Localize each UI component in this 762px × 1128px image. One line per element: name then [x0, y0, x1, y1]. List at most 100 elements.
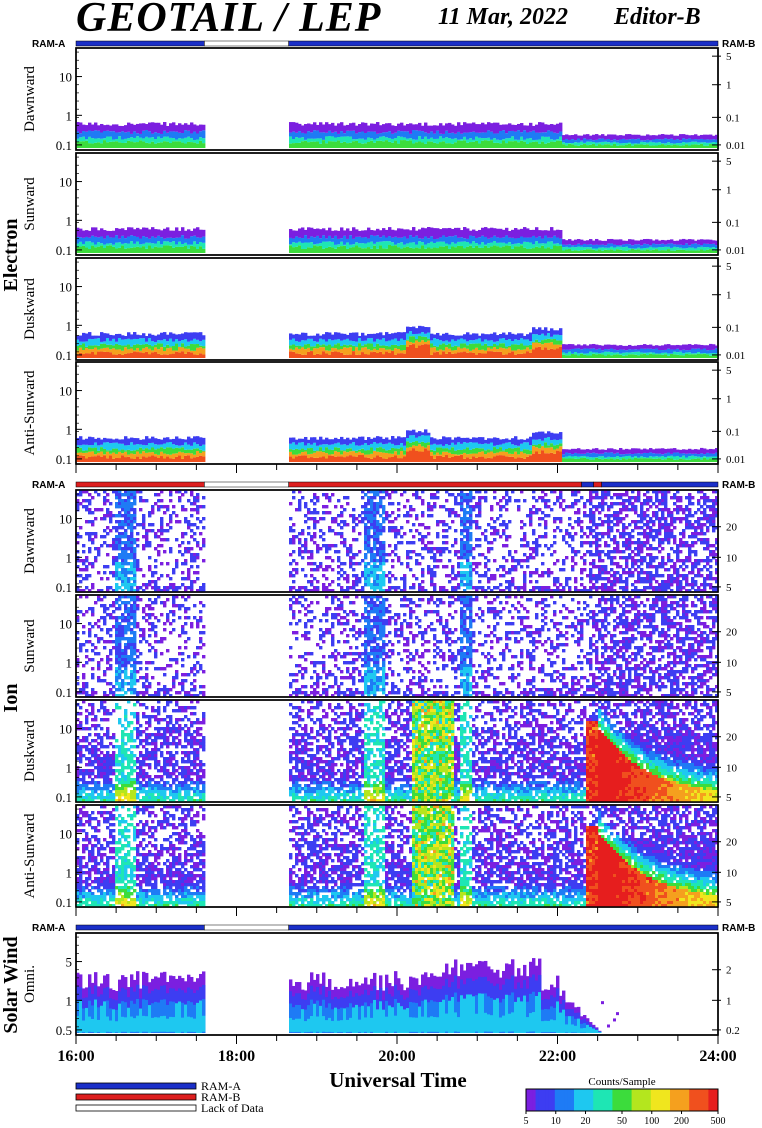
spectrogram-cell: [355, 452, 359, 457]
spectrogram-cell: [628, 455, 632, 459]
spectrogram-cell: [184, 346, 188, 349]
panel-border: [75, 152, 719, 256]
spectrogram-cell: [331, 544, 335, 548]
spectrogram-cell: [622, 240, 626, 245]
spectrogram-cell: [523, 125, 527, 131]
spectrogram-cell: [127, 577, 131, 581]
spectrogram-cell: [298, 508, 302, 512]
spectrogram-cell: [157, 122, 161, 134]
spectrogram-cell: [184, 586, 188, 590]
spectrogram-cell: [400, 350, 404, 354]
spectrogram-cell: [634, 143, 638, 145]
spectrogram-cell: [484, 140, 488, 148]
spectrogram-cell: [571, 454, 575, 457]
panel-label: Dawnward: [22, 66, 38, 132]
spectrogram-cell: [202, 354, 206, 358]
spectrogram-cell: [460, 454, 464, 456]
spectrogram-cell: [547, 142, 551, 148]
spectrogram-cell: [328, 589, 332, 593]
spectrogram-cell: [457, 514, 461, 518]
spectrogram-cell: [640, 456, 644, 459]
spectrogram-cell: [442, 138, 446, 142]
spectrogram-cell: [478, 335, 482, 339]
spectrogram-cell: [439, 123, 443, 134]
spectrogram-cell: [427, 327, 431, 333]
spectrogram-cell: [496, 122, 500, 134]
spectrogram-cell: [565, 244, 569, 247]
spectrogram-cell: [391, 447, 395, 454]
spectrogram-cell: [160, 532, 164, 536]
spectrogram-cell: [310, 574, 314, 578]
spectrogram-cell: [550, 124, 554, 132]
spectrogram-cell: [478, 499, 482, 503]
spectrogram-cell: [673, 456, 677, 460]
spectrogram-cell: [586, 145, 590, 148]
spectrogram-cell: [706, 142, 710, 146]
spectrogram-cell: [298, 547, 302, 551]
spectrogram-cell: [574, 247, 578, 251]
spectrogram-cell: [316, 544, 320, 548]
spectrogram-cell: [301, 242, 305, 249]
spectrogram-cell: [157, 586, 161, 590]
spectrogram-cell: [460, 562, 464, 566]
spectrogram-cell: [478, 244, 482, 248]
spectrogram-cell: [442, 589, 446, 593]
spectrogram-cell: [316, 246, 320, 253]
spectrogram-cell: [547, 237, 551, 242]
spectrogram-cell: [388, 589, 392, 593]
spectrogram-cell: [160, 237, 164, 245]
spectrogram-cell: [94, 138, 98, 143]
spectrogram-cell: [460, 556, 464, 560]
spectrogram-cell: [433, 547, 437, 551]
spectrogram-cell: [601, 453, 605, 457]
spectrogram-cell: [490, 348, 494, 352]
spectrogram-cell: [91, 227, 95, 236]
spectrogram-cell: [529, 332, 533, 342]
spectrogram-cell: [433, 352, 437, 358]
spectrogram-cell: [688, 239, 692, 246]
spectrogram-cell: [619, 239, 623, 246]
spectrogram-cell: [694, 348, 698, 354]
spectrogram-cell: [607, 243, 611, 248]
spectrogram-cell: [187, 130, 191, 137]
spectrogram-cell: [715, 459, 719, 462]
spectrogram-cell: [406, 562, 410, 566]
spectrogram-cell: [373, 544, 377, 548]
spectrogram-cell: [181, 535, 185, 539]
spectrogram-cell: [415, 441, 419, 446]
spectrogram-cell: [295, 508, 299, 512]
spectrogram-cell: [667, 353, 671, 356]
spectrogram-cell: [424, 228, 428, 237]
spectrogram-cell: [307, 227, 311, 239]
spectrogram-cell: [676, 249, 680, 253]
spectrogram-cell: [457, 493, 461, 497]
spectrogram-cell: [454, 454, 458, 456]
spectrogram-cell: [520, 228, 524, 237]
spectrogram-cell: [187, 444, 191, 450]
spectrogram-cell: [520, 353, 524, 358]
spectrogram-cell: [193, 332, 197, 339]
spectrogram-cell: [379, 544, 383, 548]
spectrogram-cell: [490, 340, 494, 346]
spectrogram-cell: [91, 242, 95, 246]
spectrogram-cell: [658, 142, 662, 146]
spectrogram-cell: [154, 246, 158, 253]
spectrogram-cell: [187, 571, 191, 575]
spectrogram-cell: [139, 244, 143, 248]
spectrogram-cell: [115, 453, 119, 458]
spectrogram-cell: [292, 535, 296, 539]
spectrogram-cell: [337, 559, 341, 563]
spectrogram-cell: [343, 245, 347, 253]
spectrogram-cell: [157, 340, 161, 344]
spectrogram-cell: [547, 241, 551, 248]
spectrogram-cell: [157, 550, 161, 554]
spectrogram-cell: [502, 455, 506, 462]
spectrogram-cell: [394, 490, 398, 494]
spectrogram-cell: [583, 144, 587, 148]
spectrogram-cell: [373, 538, 377, 542]
spectrogram-cell: [97, 455, 101, 462]
spectrogram-cell: [106, 589, 110, 593]
spectrogram-cell: [142, 141, 146, 148]
spectrogram-cell: [364, 439, 368, 444]
spectrogram-cell: [379, 447, 383, 453]
